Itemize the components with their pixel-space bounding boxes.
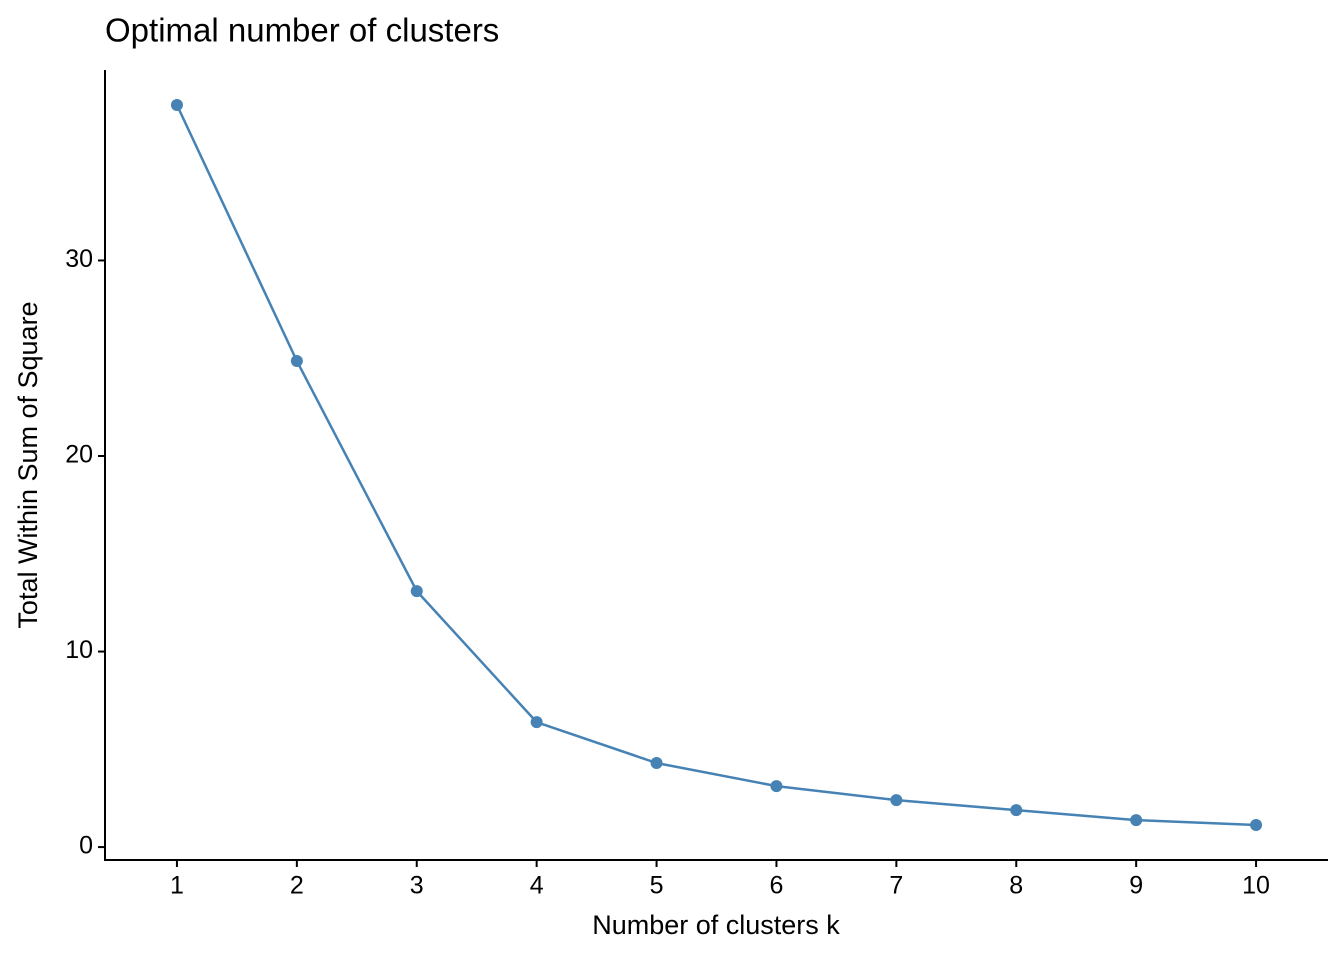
point	[530, 716, 543, 729]
x-tick-label: 8	[1009, 872, 1023, 900]
point	[1250, 818, 1263, 831]
chart-title: Optimal number of clusters	[105, 12, 499, 49]
y-tick-label: 30	[65, 245, 93, 273]
point	[290, 354, 303, 367]
x-axis-label: Number of clusters k	[592, 910, 840, 940]
x-tick-label: 3	[410, 872, 424, 900]
point	[170, 99, 183, 112]
line	[175, 104, 1257, 827]
x-tick-label: 5	[650, 872, 664, 900]
y-tick-label: 10	[65, 636, 93, 664]
point	[1130, 814, 1143, 827]
y-tick-label: 20	[65, 441, 93, 469]
point	[770, 780, 783, 793]
point	[650, 757, 663, 770]
point	[410, 585, 423, 598]
x-tick-label: 4	[530, 872, 544, 900]
y-axis-label: Total Within Sum of Square	[13, 301, 43, 628]
y-tick-label: 0	[79, 832, 93, 860]
point	[890, 794, 903, 807]
point	[1010, 804, 1023, 817]
x-tick-label: 2	[290, 872, 304, 900]
x-tick-label: 9	[1129, 872, 1143, 900]
x-tick-label: 6	[769, 872, 783, 900]
x-tick-label: 10	[1242, 872, 1270, 900]
x-tick-label: 1	[170, 872, 184, 900]
x-tick-label: 7	[889, 872, 903, 900]
